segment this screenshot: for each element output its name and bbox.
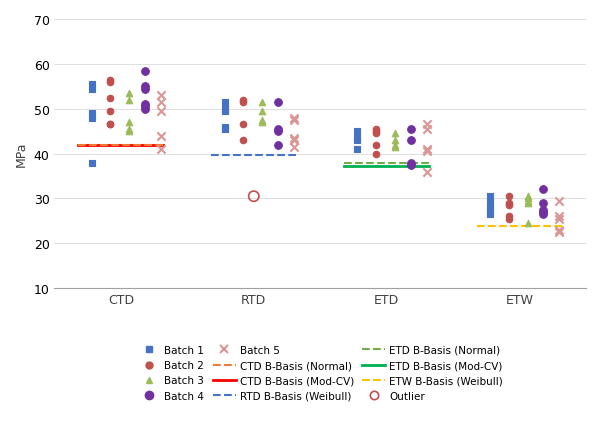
Point	[353, 146, 362, 153]
Point	[140, 86, 150, 93]
Point	[486, 211, 495, 218]
Point	[289, 144, 299, 151]
Point	[371, 151, 381, 158]
Point	[422, 122, 432, 129]
Point	[105, 122, 115, 129]
Point	[87, 115, 96, 122]
Point	[87, 111, 96, 117]
Point	[504, 200, 514, 207]
Point	[353, 135, 362, 142]
Point	[289, 135, 299, 142]
Point	[105, 77, 115, 84]
Point	[124, 126, 133, 133]
Point	[555, 216, 564, 223]
Point	[239, 97, 248, 104]
Point	[156, 99, 165, 106]
Point	[140, 101, 150, 108]
Point	[87, 160, 96, 166]
Point	[289, 137, 299, 144]
Point	[486, 205, 495, 212]
Point	[406, 137, 415, 144]
Point	[523, 198, 532, 205]
Point	[124, 120, 133, 126]
Point	[504, 194, 514, 200]
Point	[257, 99, 266, 106]
Point	[273, 126, 282, 133]
Point	[140, 84, 150, 91]
Point	[422, 169, 432, 175]
Point	[124, 90, 133, 97]
Point	[523, 194, 532, 200]
Point	[504, 216, 514, 223]
Point	[239, 137, 248, 144]
Point	[504, 202, 514, 209]
Point	[249, 194, 258, 200]
Point	[105, 79, 115, 86]
Point	[353, 129, 362, 135]
Point	[140, 104, 150, 111]
Point	[422, 146, 432, 153]
Point	[406, 160, 415, 166]
Point	[538, 209, 548, 216]
Point	[140, 106, 150, 113]
Point	[239, 99, 248, 106]
Point	[220, 108, 230, 115]
Point	[538, 187, 548, 194]
Point	[538, 211, 548, 218]
Point	[390, 142, 400, 149]
Point	[371, 126, 381, 133]
Point	[257, 108, 266, 115]
Point	[257, 117, 266, 124]
Point	[140, 68, 150, 75]
Point	[555, 198, 564, 205]
Point	[555, 213, 564, 220]
Point	[273, 142, 282, 149]
Point	[390, 144, 400, 151]
Point	[124, 97, 133, 104]
Point	[156, 133, 165, 140]
Point	[390, 137, 400, 144]
Point	[406, 126, 415, 133]
Point	[220, 124, 230, 131]
Point	[371, 129, 381, 135]
Y-axis label: MPa: MPa	[15, 141, 28, 167]
Point	[124, 129, 133, 135]
Point	[257, 120, 266, 126]
Point	[422, 126, 432, 133]
Point	[156, 108, 165, 115]
Point	[422, 148, 432, 155]
Point	[273, 129, 282, 135]
Point	[523, 220, 532, 227]
Point	[220, 126, 230, 133]
Point	[239, 122, 248, 129]
Point	[486, 194, 495, 200]
Point	[289, 117, 299, 124]
Point	[523, 196, 532, 203]
Legend: Batch 1, Batch 2, Batch 3, Batch 4, Batch 5, CTD B-Basis (Normal), CTD B-Basis (: Batch 1, Batch 2, Batch 3, Batch 4, Batc…	[134, 342, 506, 404]
Point	[555, 227, 564, 234]
Point	[371, 142, 381, 149]
Point	[105, 95, 115, 102]
Point	[486, 209, 495, 216]
Point	[220, 106, 230, 113]
Point	[105, 108, 115, 115]
Point	[220, 99, 230, 106]
Point	[523, 200, 532, 207]
Point	[156, 92, 165, 99]
Point	[87, 86, 96, 93]
Point	[538, 200, 548, 207]
Point	[353, 137, 362, 144]
Point	[273, 99, 282, 106]
Point	[486, 200, 495, 207]
Point	[504, 213, 514, 220]
Point	[156, 146, 165, 153]
Point	[390, 131, 400, 138]
Point	[105, 122, 115, 129]
Point	[289, 115, 299, 122]
Point	[538, 207, 548, 214]
Point	[406, 162, 415, 169]
Point	[87, 81, 96, 88]
Point	[555, 229, 564, 236]
Point	[371, 131, 381, 138]
